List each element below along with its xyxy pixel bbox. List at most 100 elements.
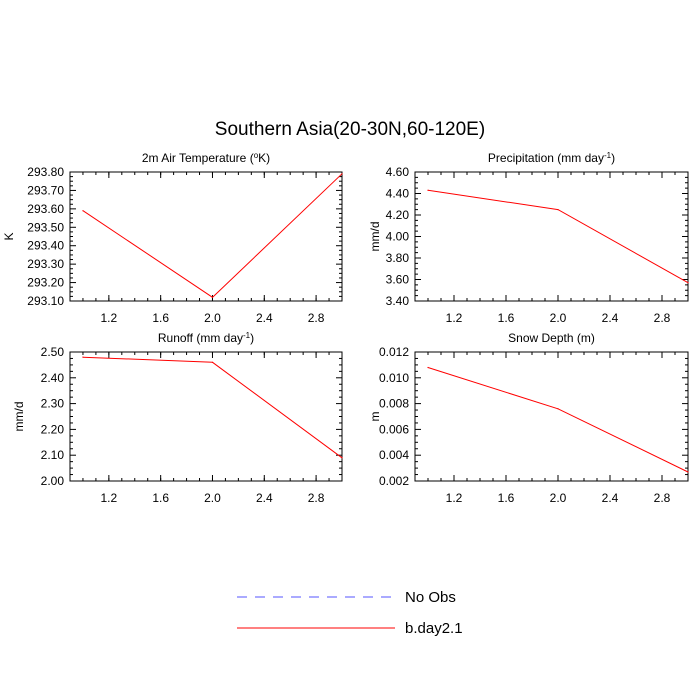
x-tick-label: 2.8 <box>308 491 325 505</box>
x-tick-label: 1.2 <box>101 311 118 325</box>
x-tick-label: 2.0 <box>550 311 567 325</box>
panel-2: Precipitation (mm day-1) 1.2 1.6 2.0 2.4 2.8 3… <box>368 151 689 325</box>
x-tick-label: 2.8 <box>308 311 325 325</box>
data-point <box>341 457 343 459</box>
panel-title-superscript: -1 <box>243 331 251 340</box>
panel-title-name: Snow Depth <box>508 331 577 345</box>
panel-3: Runoff (mm day-1) 1.2 1.6 2.0 2.4 2.8 2.00 2.10… <box>12 331 343 505</box>
legend: No Obs b.day2.1 <box>237 589 463 637</box>
data-point <box>687 471 689 473</box>
y-tick-label: 0.002 <box>379 474 409 488</box>
y-tick-label: 293.20 <box>27 276 64 290</box>
panel-title-superscript: -1 <box>604 151 612 160</box>
panel-title-unit: (mm day <box>196 331 243 345</box>
x-tick-label: 2.0 <box>550 491 567 505</box>
y-tick-label: 293.80 <box>27 165 64 179</box>
x-tick-label: 1.6 <box>152 491 169 505</box>
panel-4: Snow Depth (m) 1.2 1.6 2.0 2.4 2.8 0.002 0.004 0… <box>368 331 689 505</box>
y-tick-label: 293.60 <box>27 202 64 216</box>
y-tick-label: 4.60 <box>386 165 410 179</box>
x-tick-label: 2.4 <box>256 491 273 505</box>
panel-title-unit: (m) <box>577 331 595 345</box>
x-tick-label: 2.4 <box>256 311 273 325</box>
plot-frame <box>414 351 689 482</box>
x-tick-label: 1.6 <box>498 491 515 505</box>
panel-1: 2m Air Temperature (oK) 1.2 1.6 2.0 2.4 2.8 29… <box>2 151 343 325</box>
x-tick-label: 1.6 <box>152 311 169 325</box>
plot-frame <box>69 351 343 482</box>
y-tick-label: 4.40 <box>386 187 410 201</box>
x-tick-label: 2.0 <box>204 491 221 505</box>
x-tick-label: 2.8 <box>654 311 671 325</box>
y-tick-label: 4.00 <box>386 230 410 244</box>
data-point <box>82 210 84 212</box>
y-tick-label: 3.40 <box>386 294 410 308</box>
legend-item: b.day2.1 <box>237 620 463 637</box>
y-axis-label: mm/d <box>368 222 382 252</box>
x-tick-label: 1.2 <box>446 491 463 505</box>
data-point <box>557 408 559 410</box>
y-tick-label: 2.30 <box>41 397 65 411</box>
y-tick-label: 0.010 <box>379 371 409 385</box>
y-axis-label: mm/d <box>12 402 26 432</box>
y-tick-label: 2.20 <box>41 422 65 436</box>
data-point <box>427 366 429 369</box>
x-tick-label: 2.4 <box>602 311 619 325</box>
y-tick-label: 293.50 <box>27 220 64 234</box>
y-tick-label: 0.008 <box>379 397 409 411</box>
y-tick-label: 293.30 <box>27 257 64 271</box>
legend-label: b.day2.1 <box>405 620 463 637</box>
y-tick-label: 2.10 <box>41 448 65 462</box>
chart-panels: 2m Air Temperature (oK)1.2 1.6 2.0 2.4 2.829… <box>2 151 689 505</box>
panel-title-name: 2m Air Temperature <box>142 151 250 165</box>
main-title: Southern Asia(20-30N,60-120E) <box>215 119 485 140</box>
plot-frame <box>414 171 689 302</box>
panel-title-unit: (mm day <box>557 151 604 165</box>
panel-title-name: Precipitation <box>488 151 557 165</box>
y-tick-label: 3.80 <box>386 251 410 265</box>
panel-title: Snow Depth (m) <box>508 331 595 345</box>
panel-title-superscript: o <box>254 151 259 160</box>
panel-title-name: Runoff <box>158 331 196 345</box>
y-tick-label: 3.60 <box>386 273 410 287</box>
x-tick-label: 1.6 <box>498 311 515 325</box>
data-point <box>427 189 429 191</box>
y-axis-label: m <box>368 412 382 422</box>
legend-item: No Obs <box>237 589 456 606</box>
x-tick-label: 2.4 <box>602 491 619 505</box>
y-tick-label: 0.012 <box>379 345 409 359</box>
plot-frame <box>69 171 343 302</box>
panel-title: 2m Air Temperature (oK) <box>142 151 270 166</box>
x-tick-label: 2.0 <box>204 311 221 325</box>
data-point <box>687 282 689 284</box>
y-tick-label: 293.70 <box>27 183 64 197</box>
y-tick-label: 4.20 <box>386 208 410 222</box>
data-point <box>211 296 214 298</box>
data-point <box>211 361 214 363</box>
series-line <box>427 189 689 284</box>
y-tick-label: 2.50 <box>41 345 65 359</box>
series-line <box>82 356 343 459</box>
y-axis-label: K <box>2 232 16 240</box>
panel-title: Precipitation (mm day-1) <box>488 151 615 166</box>
data-point <box>341 173 343 175</box>
x-tick-label: 1.2 <box>101 491 118 505</box>
series-line <box>427 367 689 473</box>
panel-title-tail: K) <box>258 151 270 165</box>
x-tick-label: 2.8 <box>654 491 671 505</box>
y-tick-label: 0.006 <box>379 422 409 436</box>
panel-title: Runoff (mm day-1) <box>158 331 254 346</box>
data-point <box>557 209 559 211</box>
series-line <box>82 173 343 298</box>
data-point <box>82 356 84 358</box>
x-tick-label: 1.2 <box>446 311 463 325</box>
panel-title-unit: ( <box>250 151 254 165</box>
y-tick-label: 2.40 <box>41 371 65 385</box>
y-tick-label: 293.40 <box>27 239 64 253</box>
legend-label: No Obs <box>405 589 456 606</box>
panel-title-tail: ) <box>611 151 615 165</box>
panel-title-tail: ) <box>250 331 254 345</box>
y-tick-label: 2.00 <box>41 474 65 488</box>
y-tick-label: 293.10 <box>27 294 64 308</box>
